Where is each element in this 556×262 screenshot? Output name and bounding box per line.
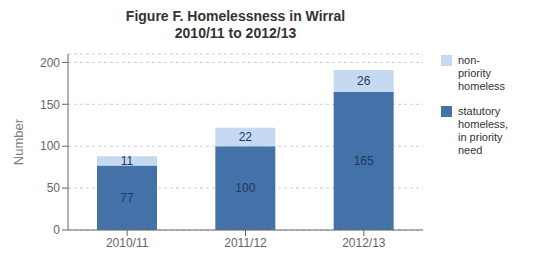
html-text:statutory homeless, in priorit: statutory homeless, in priority need (458, 105, 509, 156)
svg-text:2010/11: 2010/11 (106, 236, 149, 250)
svg-text:2012/13: 2012/13 (342, 236, 386, 250)
svg-text:Number: Number (11, 118, 26, 165)
svg-text:200: 200 (40, 56, 60, 70)
svg-text:100: 100 (235, 181, 255, 195)
svg-text:22: 22 (239, 130, 253, 144)
svg-text:165: 165 (354, 154, 374, 168)
svg-text:26: 26 (357, 74, 371, 88)
svg-text:150: 150 (40, 98, 60, 112)
svg-text:100: 100 (40, 139, 60, 153)
svg-text:50: 50 (47, 181, 61, 195)
html-text:non- priority homeless: non- priority homeless (458, 54, 506, 92)
svg-text:2011/12: 2011/12 (224, 236, 267, 250)
svg-text:77: 77 (120, 191, 134, 205)
svg-text:11: 11 (121, 154, 134, 168)
html-text:Figure F. Homelessness in Wirr: Figure F. Homelessness in Wirral 2010/11… (125, 8, 346, 41)
svg-text:0: 0 (53, 223, 60, 237)
